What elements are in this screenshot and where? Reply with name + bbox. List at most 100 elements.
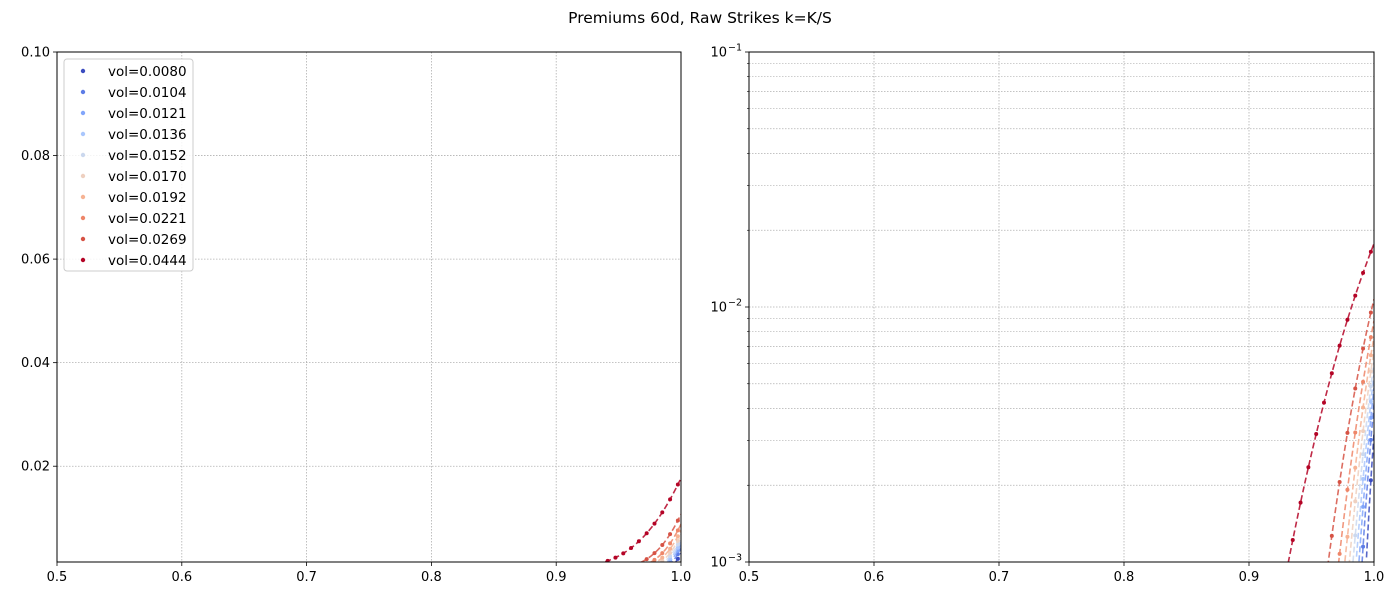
- left-data-point: [675, 545, 680, 550]
- legend-label: vol=0.0104: [108, 85, 187, 101]
- left-data-point: [644, 557, 649, 562]
- legend-label: vol=0.0121: [108, 106, 187, 122]
- right-series-vol-0.0080: [1365, 433, 1374, 558]
- left-y-tick-label: 0.10: [21, 46, 50, 61]
- right-fit-line: [1327, 298, 1374, 562]
- legend-marker: [80, 68, 86, 74]
- right-data-point: [1368, 310, 1373, 315]
- left-y-tick-label: 0.04: [21, 356, 50, 371]
- right-x-tick-label: 0.9: [1239, 570, 1260, 585]
- left-fit-line: [665, 541, 681, 562]
- left-fit-line: [659, 534, 681, 562]
- left-data-point: [652, 551, 657, 556]
- legend-label: vol=0.0080: [108, 64, 187, 80]
- left-data-point: [668, 532, 673, 537]
- right-data-point: [1361, 270, 1366, 275]
- left-fit-line: [670, 547, 681, 562]
- right-fit-line: [1337, 320, 1374, 562]
- left-data-point: [668, 497, 673, 502]
- right-x-tick-label: 0.7: [989, 570, 1010, 585]
- right-data-point: [1337, 479, 1342, 484]
- right-y-tick-label: 10: [710, 556, 727, 571]
- left-x-tick-label: 1.0: [671, 570, 692, 585]
- left-series-vol-0.0104: [670, 547, 681, 562]
- left-data-point: [644, 531, 649, 536]
- right-y-tick-exponent: −3: [728, 553, 742, 564]
- left-data-point: [675, 548, 680, 553]
- left-fit-line: [668, 544, 681, 562]
- right-data-point: [1361, 504, 1366, 509]
- right-data-point: [1361, 429, 1366, 434]
- right-data-point: [1322, 400, 1326, 405]
- left-data-point: [652, 557, 657, 562]
- left-data-point: [652, 521, 657, 526]
- right-series-vol-0.0152: [1352, 362, 1374, 562]
- left-data-point: [675, 534, 680, 539]
- left-axes-frame: [56, 51, 682, 563]
- left-series-vol-0.0221: [649, 523, 681, 562]
- left-x-tick-label: 0.7: [296, 570, 317, 585]
- legend-label: vol=0.0152: [108, 148, 187, 164]
- right-data-point: [1345, 534, 1350, 539]
- right-data-point: [1306, 465, 1311, 470]
- right-data-point: [1290, 538, 1295, 543]
- left-x-tick-label: 0.5: [47, 570, 68, 585]
- right-data-point: [1337, 343, 1342, 348]
- right-series-vol-0.0104: [1361, 404, 1374, 562]
- right-series-vol-0.0269: [1327, 298, 1374, 562]
- legend-marker: [80, 110, 86, 116]
- right-data-point: [1353, 293, 1358, 298]
- right-data-point: [1345, 430, 1350, 435]
- right-data-point: [1361, 346, 1366, 351]
- left-fit-line: [655, 529, 681, 562]
- right-data-point: [1314, 431, 1319, 436]
- legend-label: vol=0.0221: [108, 211, 187, 227]
- right-x-tick-label: 0.6: [864, 570, 885, 585]
- left-data-point: [668, 541, 673, 546]
- legend-label: vol=0.0269: [108, 232, 187, 248]
- right-data-point: [1353, 465, 1358, 470]
- right-data-point: [1298, 500, 1303, 505]
- left-fit-line: [662, 538, 681, 562]
- right-data-point: [1361, 379, 1366, 384]
- right-fit-line: [1287, 243, 1374, 562]
- right-x-tick-label: 1.0: [1364, 570, 1385, 585]
- left-series-vol-0.0269: [639, 513, 681, 562]
- right-data-point: [1353, 533, 1358, 538]
- right-data-point: [1368, 249, 1373, 254]
- right-series-vol-0.0136: [1355, 374, 1374, 557]
- right-fit-line: [1361, 404, 1374, 562]
- legend-marker: [80, 152, 86, 158]
- left-data-point: [613, 555, 618, 560]
- right-data-point: [1337, 551, 1342, 556]
- left-data-point: [668, 550, 673, 555]
- legend-marker: [80, 131, 86, 137]
- right-data-point: [1361, 452, 1366, 457]
- legend-label: vol=0.0170: [108, 169, 187, 185]
- legend-marker: [80, 236, 86, 242]
- right-data-point: [1353, 430, 1358, 435]
- left-data-point: [621, 551, 626, 556]
- left-series-vol-0.0080: [674, 552, 681, 562]
- legend-marker: [80, 89, 86, 95]
- left-data-point: [660, 558, 665, 562]
- left-data-point: [660, 551, 665, 556]
- left-fit-line: [601, 477, 681, 562]
- legend-label: vol=0.0444: [108, 253, 187, 269]
- right-series-vol-0.0170: [1348, 349, 1374, 562]
- left-fit-line: [649, 523, 681, 562]
- right-panel-log: 0.5 0.6 0.7 0.8 0.9 1.010−110−210−3: [710, 43, 1384, 586]
- right-data-point: [1345, 487, 1350, 492]
- figure-title: Premiums 60d, Raw Strikes k=K/S: [568, 9, 832, 27]
- right-data-point: [1368, 353, 1373, 358]
- legend-label: vol=0.0136: [108, 127, 187, 143]
- left-data-point: [675, 538, 680, 543]
- legend: vol=0.0080 vol=0.0104 vol=0.0121 vol=0.0136…: [63, 58, 194, 272]
- right-fit-line: [1348, 349, 1374, 562]
- left-data-point: [605, 558, 610, 562]
- left-data-point: [675, 542, 680, 547]
- left-series-vol-0.0444: [601, 477, 681, 562]
- right-data-point: [1361, 476, 1366, 481]
- left-data-point: [675, 556, 680, 561]
